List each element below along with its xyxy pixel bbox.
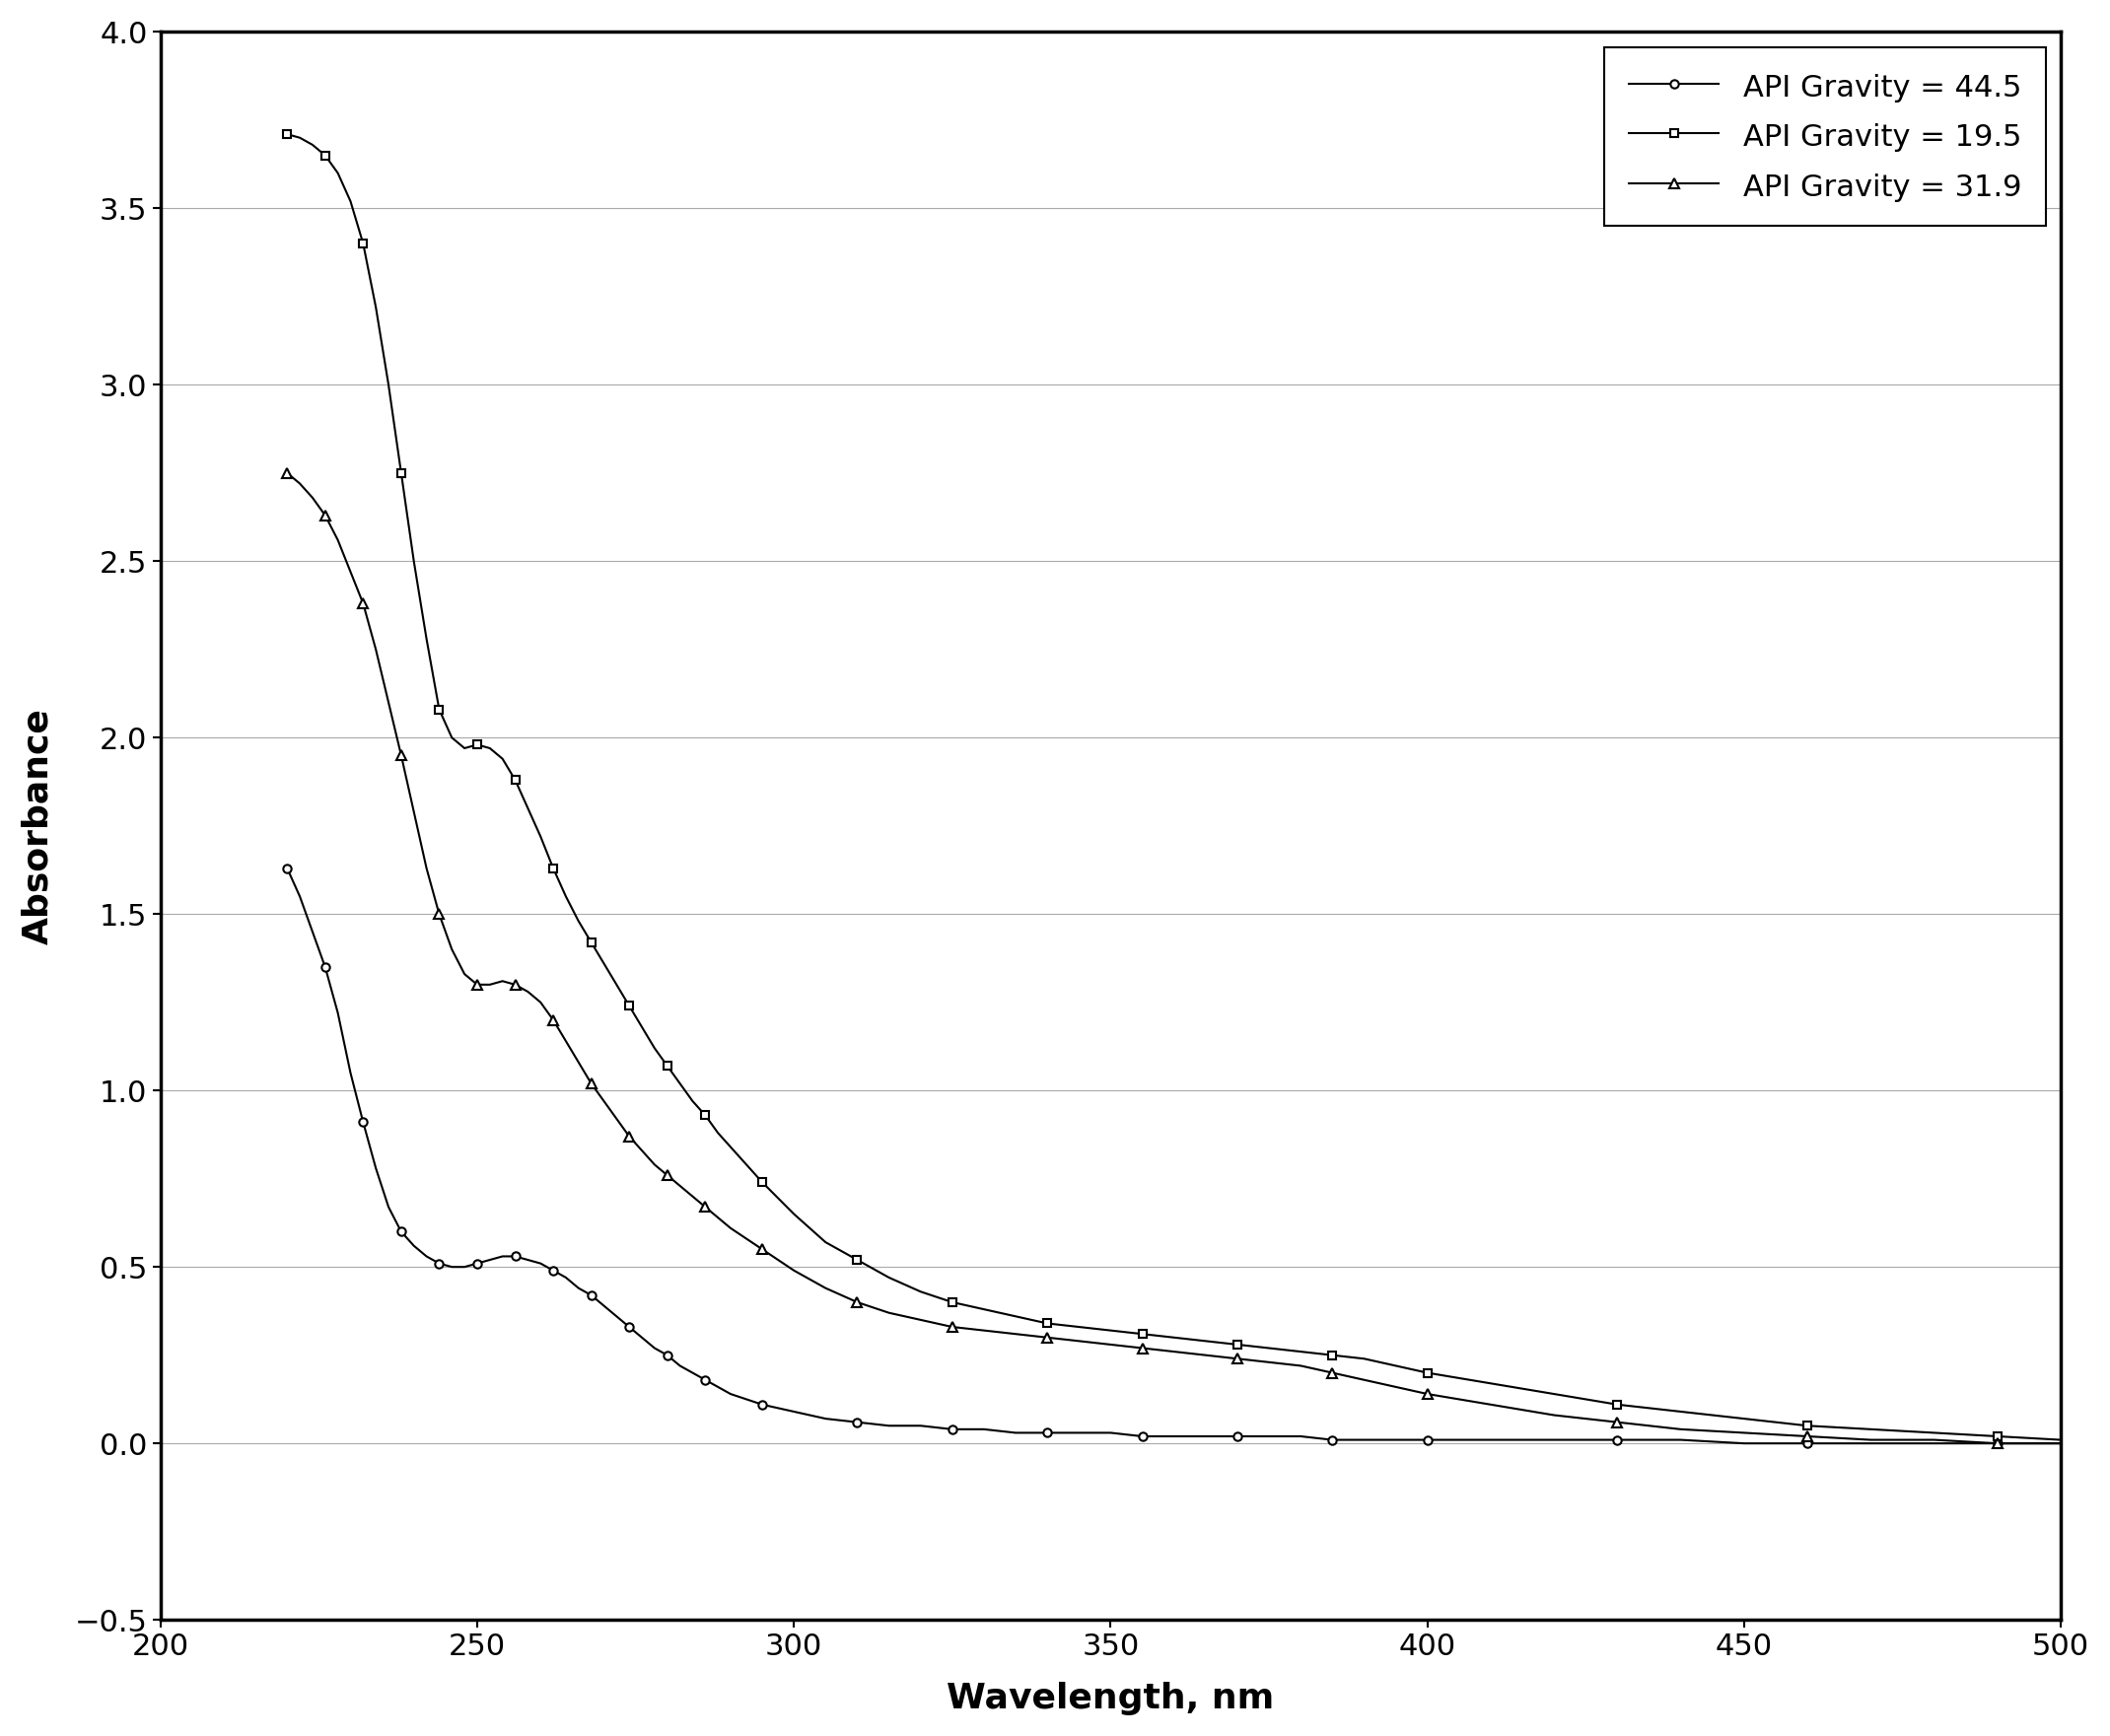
API Gravity = 44.5 [1732, 1432, 1758, 1453]
API Gravity = 19.5 [2049, 1429, 2074, 1450]
API Gravity = 31.9 [1986, 1432, 2011, 1453]
API Gravity = 19.5 [812, 1233, 838, 1253]
API Gravity = 44.5 [464, 1253, 490, 1274]
API Gravity = 44.5 [477, 1250, 502, 1271]
API Gravity = 19.5 [1922, 1422, 1948, 1443]
API Gravity = 31.9 [1606, 1411, 1631, 1432]
API Gravity = 19.5 [844, 1250, 869, 1271]
API Gravity = 19.5 [274, 123, 300, 144]
API Gravity = 31.9 [2049, 1432, 2074, 1453]
API Gravity = 19.5 [477, 738, 502, 759]
Line: API Gravity = 31.9: API Gravity = 31.9 [283, 469, 2066, 1448]
API Gravity = 44.5 [1606, 1429, 1631, 1450]
Line: API Gravity = 19.5: API Gravity = 19.5 [283, 130, 2066, 1444]
API Gravity = 31.9 [464, 974, 490, 995]
API Gravity = 19.5 [1606, 1394, 1631, 1415]
API Gravity = 44.5 [629, 1326, 654, 1347]
API Gravity = 31.9 [629, 1141, 654, 1161]
API Gravity = 19.5 [464, 734, 490, 755]
Legend: API Gravity = 44.5, API Gravity = 19.5, API Gravity = 31.9: API Gravity = 44.5, API Gravity = 19.5, … [1604, 47, 2047, 226]
API Gravity = 44.5 [844, 1411, 869, 1432]
API Gravity = 31.9 [844, 1292, 869, 1312]
X-axis label: Wavelength, nm: Wavelength, nm [947, 1682, 1274, 1715]
API Gravity = 31.9 [274, 462, 300, 483]
API Gravity = 44.5 [812, 1408, 838, 1429]
Line: API Gravity = 44.5: API Gravity = 44.5 [283, 865, 2066, 1448]
API Gravity = 44.5 [2049, 1432, 2074, 1453]
Y-axis label: Absorbance: Absorbance [21, 708, 55, 944]
API Gravity = 31.9 [477, 974, 502, 995]
API Gravity = 31.9 [812, 1278, 838, 1299]
API Gravity = 44.5 [274, 858, 300, 878]
